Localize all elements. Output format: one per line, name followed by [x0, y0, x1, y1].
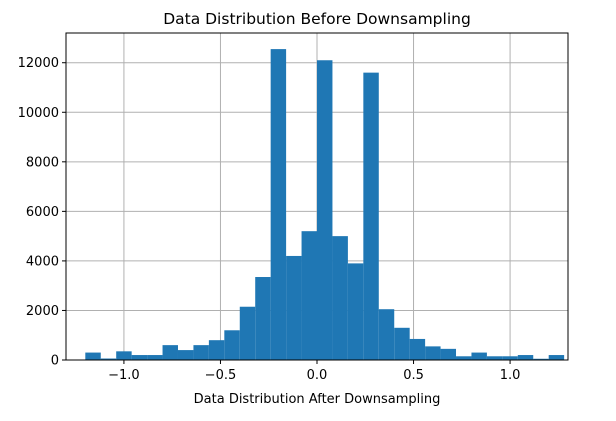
histogram-bar	[208, 340, 225, 360]
histogram-bar	[270, 49, 287, 361]
histogram-bar	[471, 352, 487, 360]
histogram-bar	[147, 355, 163, 360]
histogram-bar	[394, 327, 410, 360]
y-tick-label: 0	[51, 354, 59, 369]
x-tick-label: −0.5	[205, 368, 237, 383]
histogram-bar	[317, 60, 333, 360]
histogram-bar	[177, 350, 194, 360]
y-tick-label: 12000	[18, 56, 59, 71]
histogram-bar	[100, 358, 117, 360]
histogram-bar	[286, 255, 302, 360]
histogram-bar	[301, 231, 317, 360]
histogram-bar	[332, 236, 348, 360]
histogram-bar	[193, 345, 209, 360]
histogram-bar	[85, 352, 101, 360]
x-tick-label: −1.0	[108, 368, 140, 383]
histogram-bar	[239, 306, 256, 360]
histogram-bars	[85, 49, 565, 361]
histogram-bar	[224, 330, 240, 360]
y-tick-label: 10000	[18, 106, 59, 121]
histogram-bar	[131, 355, 148, 360]
histogram-bar	[548, 355, 565, 360]
histogram-bar	[486, 356, 503, 360]
histogram-bar	[363, 72, 379, 361]
y-tick-label: 6000	[26, 205, 59, 220]
histogram-bar	[255, 277, 271, 360]
histogram-bar	[517, 355, 534, 360]
histogram-bar	[502, 356, 518, 360]
histogram-bar	[347, 263, 364, 360]
histogram-bar	[425, 346, 441, 360]
histogram-bar	[456, 356, 472, 360]
histogram-bar	[162, 345, 178, 360]
histogram-bar	[409, 338, 426, 360]
chart-title: Data Distribution Before Downsampling	[163, 10, 471, 28]
histogram-bar	[116, 351, 132, 360]
x-tick-label: 1.0	[500, 368, 521, 383]
x-tick-label: 0.0	[307, 368, 328, 383]
y-tick-label: 2000	[26, 304, 59, 319]
x-axis-label: Data Distribution After Downsampling	[194, 392, 441, 407]
histogram-bar	[533, 358, 549, 360]
histogram-bar	[440, 348, 457, 360]
y-tick-label: 8000	[26, 155, 59, 170]
axis-ticks: −1.0 −0.5 0.0 0.5 1.0 0 2000 4000 6000 8000 10000 1…	[18, 56, 521, 383]
histogram-bar	[378, 309, 395, 360]
x-tick-label: 0.5	[403, 368, 424, 383]
y-tick-label: 4000	[26, 254, 59, 269]
